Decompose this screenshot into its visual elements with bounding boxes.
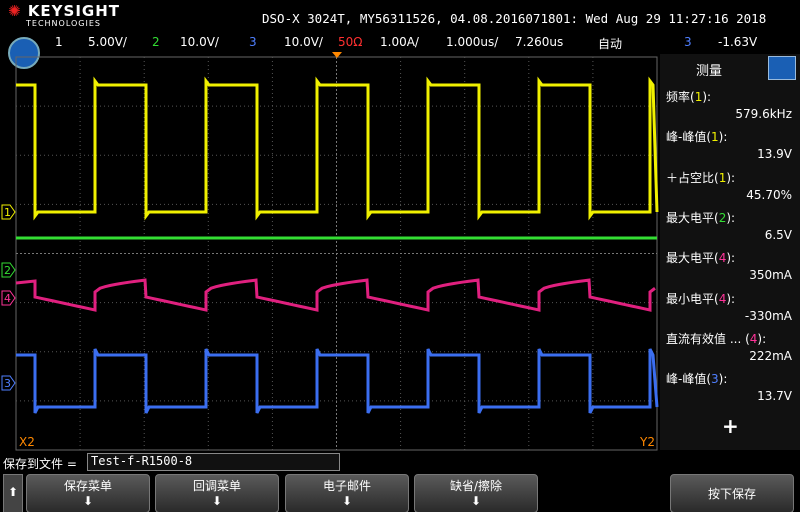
measure-label: 最大电平(2): <box>666 209 735 226</box>
measure-label-part: 3 <box>711 372 719 387</box>
softkey-arrow: ⬇ <box>82 494 94 508</box>
measure-label-part: 最大电平( <box>666 210 719 225</box>
measure-label: 最大电平(4): <box>666 249 735 266</box>
ch3-trace <box>16 348 659 414</box>
measure-label: 频率(1): <box>666 88 711 105</box>
softkey-arrow: ⬇ <box>470 494 482 508</box>
measure-label-part: ): <box>726 251 736 266</box>
title: DSO-X 3024T, MY56311526, 04.08.201607180… <box>262 11 767 26</box>
measure-label-part: 最小电平( <box>666 291 719 306</box>
softkey-label: 保存菜单 <box>63 479 112 493</box>
measure-label-part: 4 <box>749 331 758 346</box>
measure-label-part: ): <box>757 331 767 346</box>
trigger-marker <box>332 52 342 58</box>
measure-label-part: 峰-峰值( <box>666 130 712 145</box>
channel-marker <box>1 262 16 278</box>
measure-label-part: ＋占空比( <box>666 170 719 185</box>
measure-label: 最小电平(4): <box>666 290 735 307</box>
channel-bar-item: 3 <box>249 35 257 49</box>
add-measurement[interactable]: + <box>722 414 739 438</box>
softkey[interactable]: 回调菜单 ⬇ <box>155 474 279 512</box>
measure-label-part: ): <box>726 291 736 306</box>
channel-marker <box>1 204 16 220</box>
measure-label-part: 最大电平( <box>666 251 719 266</box>
x2-marker: X2 <box>19 435 35 449</box>
softkey-arrow: ⬇ <box>341 494 353 508</box>
measure-panel: 测量 + 频率(1): 579.6kHz 峰-峰值(1): 13.9V ＋占空比(1):… <box>660 54 800 450</box>
softkey[interactable]: 保存菜单 ⬇ <box>26 474 150 512</box>
channel-bar-item: 1 <box>55 35 63 49</box>
menu-button[interactable] <box>8 37 40 69</box>
softkey-label: 回调菜单 <box>192 479 241 493</box>
channel-bar-item: 1.000us/ <box>446 35 499 49</box>
measure-label: 峰-峰值(3): <box>666 370 727 387</box>
channel-bar-item: 自动 <box>598 37 623 51</box>
measure-label-part: 频率( <box>666 90 695 104</box>
measure-value: -330mA <box>744 308 792 323</box>
brand-name: KEYSIGHT <box>27 2 121 20</box>
brand-sub: TECHNOLOGIES <box>26 19 101 28</box>
channel-marker <box>1 290 16 306</box>
measure-label-part: 2 <box>718 210 727 225</box>
channel-bar-item: -1.63V <box>718 35 758 49</box>
up-key[interactable]: ⬆ <box>3 474 23 512</box>
measure-label-part: 4 <box>718 291 727 306</box>
save-label: 保存到文件 = <box>3 457 77 471</box>
softkey[interactable]: 缺省/擦除 ⬇ <box>414 474 538 512</box>
measure-value: 350mA <box>749 268 792 283</box>
channel-bar-item: 2 <box>152 35 160 49</box>
measure-label-part: 1 <box>694 90 703 104</box>
measure-value: 6.5V <box>764 227 792 242</box>
measure-label-part: 峰-峰值( <box>666 372 712 387</box>
measure-label-part: ): <box>702 90 712 104</box>
measure-label-part: ): <box>718 130 728 145</box>
measure-value: 45.70% <box>746 187 792 202</box>
measure-label-part: 1 <box>711 130 719 145</box>
measure-label: 峰-峰值(1): <box>666 128 727 145</box>
measure-label-part: ): <box>718 372 728 387</box>
softkey-label: 按下保存 <box>707 487 756 501</box>
measure-label-part: 直流有效值 ... ( <box>666 331 750 346</box>
softkey-arrow: ⬇ <box>211 494 223 508</box>
brand: ✺ KEYSIGHT <box>8 2 121 20</box>
panel-icon[interactable] <box>768 56 796 80</box>
panel-title: 测量 <box>696 64 723 79</box>
channel-bar-item: 3 <box>684 35 692 49</box>
measure-label-part: 4 <box>718 251 727 266</box>
filename-input[interactable]: Test-f-R1500-8 <box>87 453 340 471</box>
measure-label-part: ): <box>726 210 736 225</box>
softkey[interactable]: 按下保存 <box>670 474 794 512</box>
ch4-trace <box>15 278 656 312</box>
softkey-label: 电子邮件 <box>322 479 371 493</box>
channel-bar-item: 10.0V/ <box>180 35 219 49</box>
measure-label-part: 1 <box>718 170 727 185</box>
channel-bar-item: 7.260us <box>515 35 564 49</box>
channel-marker-label: 2 <box>4 264 11 277</box>
y2-marker: Y2 <box>639 435 655 449</box>
measure-value: 13.7V <box>757 389 792 404</box>
channel-marker-label: 1 <box>4 206 11 219</box>
measure-value: 13.9V <box>757 147 792 162</box>
channel-marker <box>1 375 16 391</box>
measure-label: 直流有效值 ... (4): <box>666 330 766 347</box>
channel-bar-item: 1.00A/ <box>380 35 419 49</box>
channel-marker-label: 4 <box>4 292 11 305</box>
channel-bar-item: 50Ω <box>338 35 363 49</box>
measure-value: 579.6kHz <box>735 107 792 121</box>
softkey[interactable]: 电子邮件 ⬇ <box>285 474 409 512</box>
measure-value: 222mA <box>749 348 792 363</box>
channel-bar-item: 5.00V/ <box>88 35 127 49</box>
channel-bar-item: 10.0V/ <box>284 35 323 49</box>
channel-marker-label: 3 <box>4 377 11 390</box>
measure-label: ＋占空比(1): <box>666 169 735 186</box>
ch1-trace <box>16 76 659 221</box>
measure-label-part: ): <box>726 170 736 185</box>
softkey-label: 缺省/擦除 <box>449 479 503 493</box>
